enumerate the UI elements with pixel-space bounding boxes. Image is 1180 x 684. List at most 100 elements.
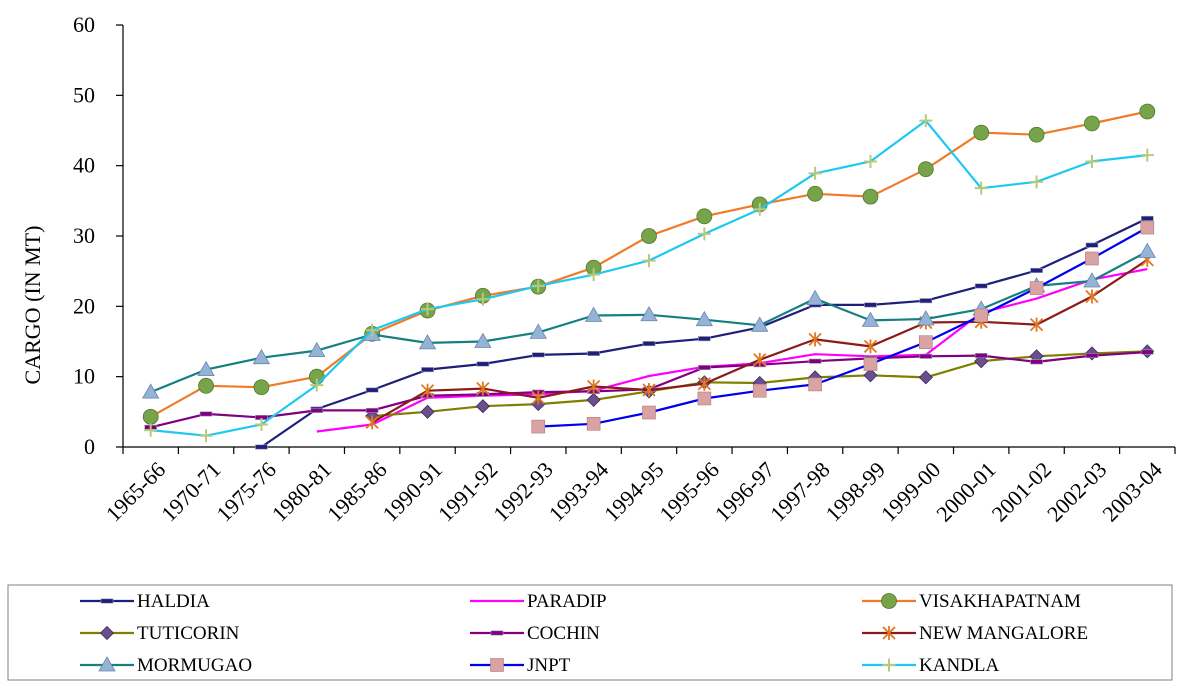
data-point — [863, 357, 878, 371]
series-kandla — [144, 114, 1154, 443]
data-point — [974, 353, 988, 359]
data-point — [1140, 220, 1155, 235]
data-point — [697, 376, 712, 391]
data-point — [919, 114, 933, 128]
data-point — [529, 323, 547, 339]
data-point — [863, 339, 878, 354]
series-paradip — [316, 268, 1148, 433]
legend-label: TUTICORIN — [137, 623, 240, 644]
data-point — [1030, 267, 1043, 273]
data-point — [642, 254, 656, 268]
data-point — [476, 292, 490, 306]
data-point — [1141, 215, 1154, 221]
x-tick-label: 1985-86 — [322, 457, 392, 527]
data-point — [1085, 251, 1099, 266]
data-point — [861, 311, 880, 327]
y-tick-label: 30 — [73, 223, 95, 248]
data-point — [199, 411, 213, 417]
data-point — [310, 378, 324, 392]
legend-label: COCHIN — [527, 623, 600, 644]
legend: HALDIA PARADIP VISAKHAPATNAM TUTICORIN COCHI… — [7, 584, 1173, 681]
data-point — [310, 407, 324, 413]
y-tick-label: 0 — [84, 434, 95, 459]
x-tick-labels: 1965-661970-711975-761980-811985-861990-… — [101, 457, 1167, 527]
data-point — [365, 415, 379, 430]
data-point — [197, 360, 215, 377]
data-point — [1084, 115, 1100, 132]
data-point — [531, 279, 545, 293]
data-point — [918, 370, 933, 385]
data-point — [1028, 126, 1045, 143]
data-point — [365, 323, 379, 337]
data-point — [365, 407, 379, 413]
data-point — [1085, 353, 1099, 359]
data-point — [1029, 281, 1044, 295]
data-point — [308, 341, 326, 358]
data-point — [490, 658, 504, 672]
data-point — [421, 302, 435, 316]
legend-item: MORMUGAO — [80, 655, 252, 676]
data-point — [752, 383, 767, 398]
y-tick-label: 60 — [73, 12, 95, 37]
data-point — [751, 316, 769, 332]
data-point — [753, 352, 767, 367]
legend-label: VISAKHAPATNAM — [919, 591, 1081, 612]
legend-item: COCHIN — [470, 623, 600, 644]
data-point — [1030, 175, 1044, 189]
data-point — [640, 305, 658, 322]
x-tick-label: 1980-81 — [267, 457, 337, 527]
x-tick-label: 1991-92 — [433, 457, 503, 527]
data-point — [919, 335, 933, 350]
data-point — [808, 332, 822, 347]
data-point — [641, 228, 657, 244]
data-point — [490, 630, 504, 636]
data-point — [142, 408, 159, 425]
data-point — [808, 166, 822, 180]
y-axis-title: CARGO (IN MT) — [20, 226, 45, 385]
data-point — [420, 404, 435, 419]
x-tick-label: 1995-96 — [654, 457, 724, 527]
data-point — [917, 310, 935, 326]
data-point — [254, 417, 268, 431]
data-point — [418, 334, 437, 350]
data-point — [531, 390, 545, 405]
chart-axes — [116, 24, 1176, 454]
data-point — [100, 598, 114, 604]
data-point — [1140, 148, 1154, 162]
data-point — [531, 419, 546, 434]
data-point — [474, 332, 492, 348]
data-point — [584, 306, 603, 322]
legend-item: PARADIP — [470, 591, 607, 612]
data-point — [882, 658, 896, 672]
data-point — [697, 391, 712, 406]
data-point — [881, 593, 897, 609]
data-point — [476, 381, 490, 396]
data-point — [863, 368, 878, 383]
data-point — [917, 161, 934, 178]
legend-label: MORMUGAO — [137, 655, 252, 676]
legend-item: HALDIA — [80, 591, 210, 612]
data-point — [864, 302, 877, 308]
data-point — [753, 202, 767, 216]
x-tick-label: 2002-03 — [1042, 457, 1112, 527]
x-tick-label: 1970-71 — [156, 457, 226, 527]
data-point — [919, 298, 933, 304]
data-point — [807, 185, 824, 202]
data-point — [1030, 359, 1043, 365]
data-point — [586, 416, 601, 431]
series-line — [316, 268, 1148, 433]
y-tick-label: 40 — [73, 153, 95, 178]
data-point — [1085, 154, 1099, 168]
series-line — [538, 226, 1148, 428]
data-point — [255, 444, 268, 450]
data-point — [1139, 103, 1156, 120]
data-point — [882, 626, 896, 640]
x-tick-label: 1998-99 — [820, 457, 890, 527]
data-point — [475, 399, 490, 414]
data-point — [1085, 289, 1099, 304]
legend-item: TUTICORIN — [80, 623, 240, 644]
legend-label: PARADIP — [527, 591, 607, 612]
data-point — [586, 392, 601, 407]
legend-label: NEW MANGALORE — [919, 623, 1088, 644]
